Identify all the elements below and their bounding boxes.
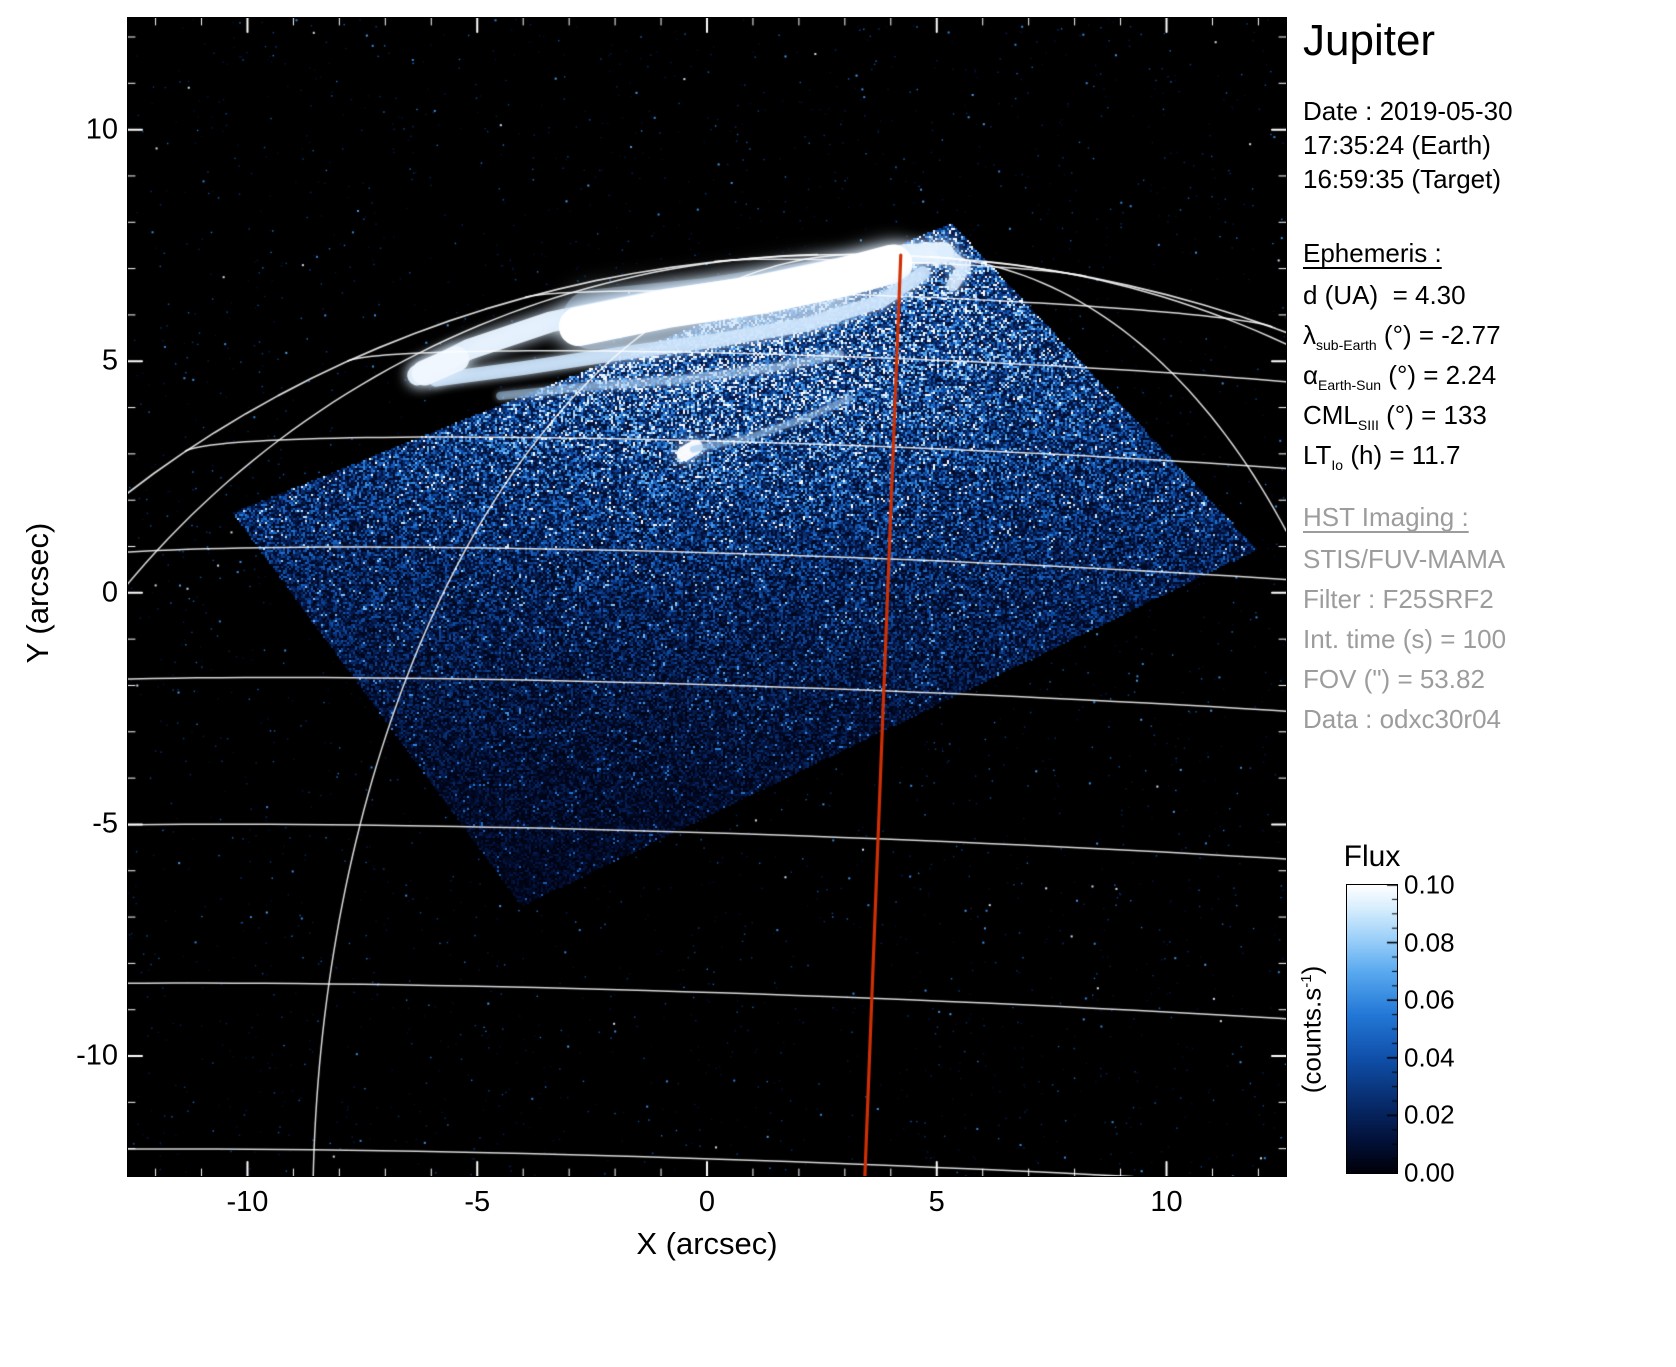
ephemeris-phase-angle: αEarth-Sun (°) = 2.24 <box>1303 360 1497 394</box>
obs-date: Date : 2019-05-30 <box>1303 96 1513 126</box>
colorbar-unit-label: (counts.s-1) <box>1296 965 1327 1094</box>
y-tick-label: 0 <box>101 576 118 609</box>
colorbar-tick-label: 0.02 <box>1404 1099 1455 1130</box>
obs-time-earth: 17:35:24 (Earth) <box>1303 130 1491 160</box>
colorbar-gradient <box>1347 885 1397 1173</box>
y-tick-label: 5 <box>101 344 118 377</box>
x-tick-label: 0 <box>698 1186 716 1218</box>
x-tick-label: -10 <box>226 1186 269 1218</box>
colorbar <box>1347 885 1397 1173</box>
ephemeris-subearth-lat: λsub-Earth (°) = -2.77 <box>1303 320 1501 354</box>
hst-fov: FOV (") = 53.82 <box>1303 664 1485 694</box>
hst-filter: Filter : F25SRF2 <box>1303 584 1494 614</box>
plot-area <box>128 18 1286 1176</box>
x-tick-label: -5 <box>464 1186 491 1218</box>
x-tick-label: 10 <box>1150 1186 1183 1218</box>
obs-time-target: 16:59:35 (Target) <box>1303 164 1502 194</box>
colorbar-tick-label: 0.08 <box>1404 927 1455 958</box>
ephemeris-cml: CMLSIII (°) = 133 <box>1303 400 1487 434</box>
fuv-image-canvas <box>128 18 1286 1176</box>
colorbar-tick-label: 0.04 <box>1404 1042 1455 1073</box>
colorbar-tick-label: 0.06 <box>1404 984 1455 1015</box>
ephemeris-io-localtime: LTIo (h) = 11.7 <box>1303 440 1461 474</box>
ephemeris-distance: d (UA) = 4.30 <box>1303 280 1466 310</box>
x-tick-label: 5 <box>928 1186 945 1218</box>
y-tick-label: 10 <box>85 113 118 146</box>
y-tick-label: -10 <box>76 1039 118 1072</box>
hst-imaging-heading: HST Imaging : <box>1303 502 1469 532</box>
hst-int-time: Int. time (s) = 100 <box>1303 624 1507 654</box>
colorbar-tick-label: 0.10 <box>1404 869 1455 900</box>
colorbar-title: Flux <box>1343 840 1401 873</box>
colorbar-tick-label: 0.00 <box>1404 1157 1455 1188</box>
target-name: Jupiter <box>1303 16 1436 65</box>
ephemeris-heading: Ephemeris : <box>1303 238 1442 268</box>
x-axis-title: X (arcsec) <box>636 1226 778 1261</box>
y-tick-label: -5 <box>92 807 118 840</box>
hst-dataset: Data : odxc30r04 <box>1303 704 1502 734</box>
y-axis-title: Y (arcsec) <box>20 522 55 664</box>
hst-instrument: STIS/FUV-MAMA <box>1303 544 1506 574</box>
